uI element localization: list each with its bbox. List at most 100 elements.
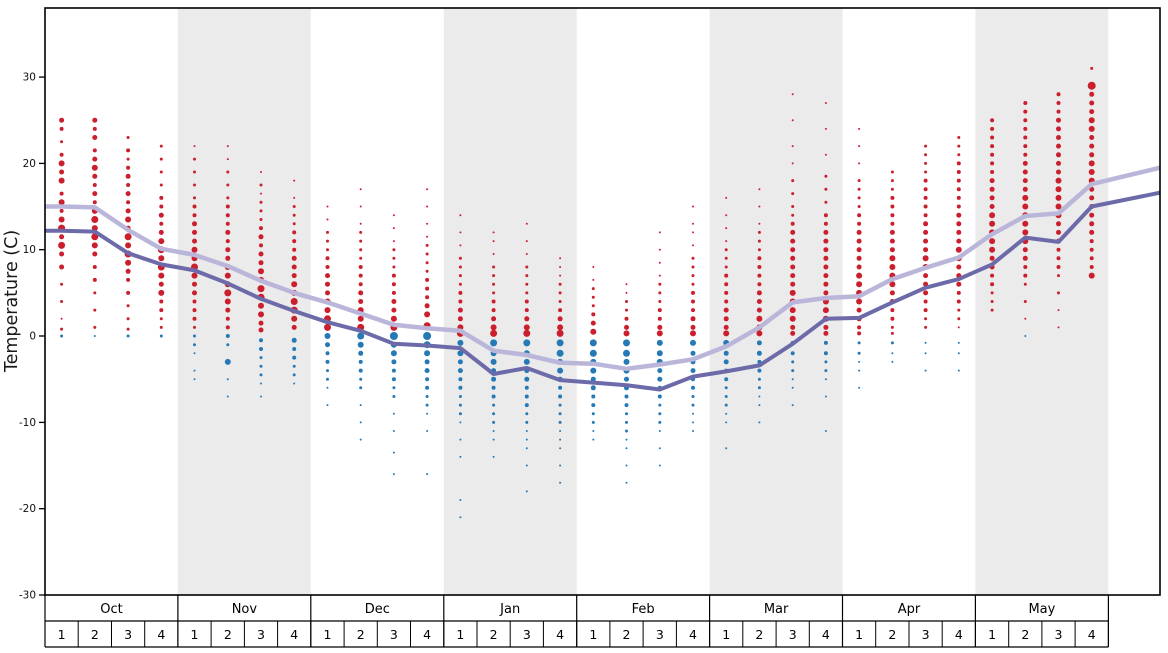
high-temp-dot bbox=[1022, 255, 1028, 261]
high-temp-dot bbox=[1056, 135, 1061, 140]
high-temp-dot bbox=[624, 316, 629, 321]
high-temp-dot bbox=[392, 214, 395, 217]
high-temp-dot bbox=[857, 205, 861, 208]
high-temp-dot bbox=[1057, 274, 1060, 278]
high-temp-dot bbox=[258, 320, 264, 326]
low-temp-dot bbox=[590, 385, 596, 391]
low-temp-dot bbox=[492, 430, 495, 432]
week-label: 2 bbox=[91, 627, 99, 642]
high-temp-dot bbox=[192, 299, 197, 304]
high-temp-dot bbox=[326, 239, 329, 243]
high-temp-dot bbox=[425, 252, 429, 256]
high-temp-dot bbox=[324, 307, 331, 314]
high-temp-dot bbox=[924, 161, 928, 165]
high-temp-dot bbox=[1055, 177, 1062, 184]
high-temp-dot bbox=[225, 255, 231, 261]
low-temp-dot bbox=[391, 377, 396, 382]
high-temp-dot bbox=[890, 221, 895, 226]
low-temp-dot bbox=[790, 351, 795, 356]
high-temp-dot bbox=[889, 229, 895, 235]
high-temp-dot bbox=[857, 213, 862, 218]
y-tick-label: 30 bbox=[23, 72, 36, 84]
low-temp-dot bbox=[458, 412, 462, 416]
high-temp-dot bbox=[459, 231, 462, 234]
high-temp-dot bbox=[357, 315, 364, 322]
high-temp-dot bbox=[492, 253, 495, 255]
high-temp-dot bbox=[492, 231, 495, 234]
high-temp-dot bbox=[260, 192, 262, 195]
high-temp-dot bbox=[956, 290, 961, 295]
low-temp-dot bbox=[891, 360, 894, 363]
high-temp-dot bbox=[789, 307, 796, 314]
low-temp-dot bbox=[392, 451, 395, 454]
high-temp-dot bbox=[226, 170, 230, 174]
high-temp-dot bbox=[790, 330, 796, 336]
high-temp-dot bbox=[957, 153, 961, 157]
high-temp-dot bbox=[59, 208, 64, 213]
high-temp-dot bbox=[126, 277, 131, 282]
high-temp-dot bbox=[790, 273, 796, 279]
high-temp-dot bbox=[292, 205, 296, 208]
high-temp-dot bbox=[392, 248, 396, 252]
week-label: 3 bbox=[656, 627, 664, 642]
low-temp-dot bbox=[559, 481, 562, 484]
low-temp-dot bbox=[457, 359, 463, 365]
high-temp-dot bbox=[990, 152, 995, 157]
high-temp-dot bbox=[990, 135, 995, 140]
high-temp-dot bbox=[1056, 109, 1061, 114]
high-temp-dot bbox=[757, 239, 761, 243]
high-temp-dot bbox=[956, 204, 961, 209]
high-temp-dot bbox=[957, 326, 960, 329]
high-temp-dot bbox=[857, 196, 861, 200]
low-temp-dot bbox=[558, 412, 562, 416]
high-temp-dot bbox=[658, 231, 661, 234]
high-temp-dot bbox=[259, 218, 263, 221]
high-temp-dot bbox=[957, 317, 961, 321]
high-temp-dot bbox=[723, 316, 729, 322]
high-temp-dot bbox=[658, 248, 661, 251]
high-temp-dot bbox=[292, 213, 296, 217]
high-temp-dot bbox=[658, 300, 662, 303]
low-temp-dot bbox=[226, 395, 229, 398]
high-temp-dot bbox=[956, 238, 962, 244]
low-temp-dot bbox=[658, 412, 662, 416]
high-temp-dot bbox=[60, 282, 64, 286]
high-temp-dot bbox=[92, 117, 98, 123]
high-temp-dot bbox=[890, 170, 894, 174]
high-temp-dot bbox=[225, 325, 230, 330]
high-temp-dot bbox=[691, 256, 695, 260]
low-temp-dot bbox=[791, 369, 795, 373]
low-temp-dot bbox=[426, 412, 429, 415]
high-temp-dot bbox=[92, 277, 97, 282]
high-temp-dot bbox=[491, 316, 497, 322]
high-temp-dot bbox=[989, 195, 995, 201]
low-temp-dot bbox=[590, 376, 596, 382]
high-temp-dot bbox=[658, 274, 661, 277]
high-temp-dot bbox=[257, 285, 265, 293]
plot-border bbox=[44, 7, 1161, 596]
high-temp-dot bbox=[59, 191, 64, 196]
low-temp-dot bbox=[791, 360, 795, 364]
low-temp-dot bbox=[758, 404, 761, 407]
high-temp-dot bbox=[159, 325, 163, 329]
high-temp-dot bbox=[857, 325, 862, 330]
week-label: 3 bbox=[124, 627, 132, 642]
high-temp-dot bbox=[193, 325, 196, 329]
high-temp-dot bbox=[823, 247, 829, 253]
month-label: Jan bbox=[499, 602, 520, 617]
high-temp-dot bbox=[158, 238, 165, 245]
high-temp-dot bbox=[890, 179, 894, 183]
low-temp-dot bbox=[326, 377, 329, 381]
high-temp-dot bbox=[225, 229, 231, 235]
low-temp-dot bbox=[657, 394, 662, 399]
high-temp-dot bbox=[458, 256, 462, 260]
low-temp-dot bbox=[226, 378, 229, 381]
high-temp-dot bbox=[191, 246, 198, 253]
high-temp-dot bbox=[790, 281, 796, 287]
high-temp-dot bbox=[923, 187, 928, 192]
high-temp-dot bbox=[225, 307, 231, 313]
high-temp-dot bbox=[956, 170, 961, 174]
high-temp-dot bbox=[59, 251, 65, 257]
high-temp-dot bbox=[757, 248, 761, 252]
high-temp-dot bbox=[126, 290, 131, 295]
